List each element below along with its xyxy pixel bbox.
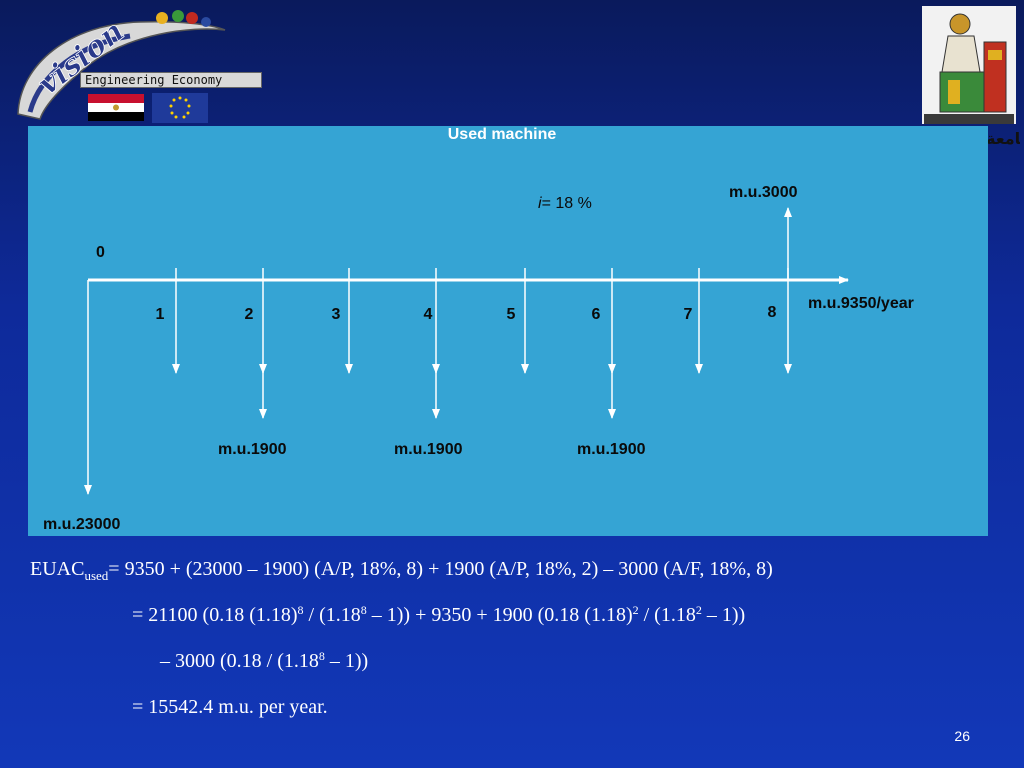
interest-value: = 18 % bbox=[542, 195, 592, 212]
euac-equations: EUACused= 9350 + (23000 – 1900) (A/P, 18… bbox=[0, 548, 1024, 728]
equation-line-2-exp-b: 8 bbox=[360, 603, 367, 617]
equation-line-2-part-c: – 1)) + 9350 + 1900 (0.18 (1.18) bbox=[366, 604, 633, 626]
equation-line-2-part-e: – 1)) bbox=[701, 604, 746, 626]
year-label-5: 5 bbox=[507, 306, 516, 323]
equation-line-2-exp-c: 2 bbox=[632, 603, 639, 617]
equation-line-3-part-b: – 1)) bbox=[324, 650, 369, 672]
equation-line-3-exp-a: 8 bbox=[318, 649, 325, 663]
overhaul-label-3: m.u.1900 bbox=[577, 441, 646, 458]
equation-line-2-exp-d: 2 bbox=[695, 603, 702, 617]
year-label-6: 6 bbox=[592, 306, 601, 323]
salvage-label: m.u.3000 bbox=[729, 184, 798, 201]
overhaul-arrows bbox=[259, 372, 616, 419]
equation-line-2: = 21100 (0.18 (1.18)8 / (1.188 – 1)) + 9… bbox=[132, 604, 745, 627]
vision-logo: vision Engineering Economy bbox=[10, 4, 262, 124]
cash-flow-diagram: Used machine i= 18 % 0 m.u.23000 m.u.190… bbox=[43, 126, 914, 533]
year-label-3: 3 bbox=[332, 306, 341, 323]
annual-cost-label: m.u.9350/year bbox=[808, 295, 914, 312]
equation-line-3-part-a: – 3000 (0.18 / (1.18 bbox=[160, 650, 319, 672]
euac-symbol: EUAC bbox=[30, 558, 85, 580]
arabic-decor-text: جامعة bbox=[986, 129, 1020, 148]
flags-graphic bbox=[88, 93, 208, 123]
annual-cost-arrows bbox=[172, 268, 792, 374]
diagram-title: Used machine bbox=[448, 126, 557, 143]
interest-symbol: i bbox=[538, 195, 542, 212]
year-label-2: 2 bbox=[245, 306, 254, 323]
overhaul-label-2: m.u.1900 bbox=[394, 441, 463, 458]
year-labels: 1 2 3 4 5 6 7 8 bbox=[156, 304, 777, 323]
year-label-1: 1 bbox=[156, 306, 165, 323]
cash-flow-diagram-panel: Used machine i= 18 % 0 m.u.23000 m.u.190… bbox=[28, 126, 988, 536]
logo-subtitle: Engineering Economy bbox=[80, 72, 262, 88]
pharaonic-figure-logo: جامعة bbox=[922, 6, 1020, 148]
equation-line-3: – 3000 (0.18 / (1.188 – 1)) bbox=[160, 650, 368, 673]
slide-number: 26 bbox=[954, 728, 970, 744]
year-label-8: 8 bbox=[768, 304, 777, 321]
time-zero-label: 0 bbox=[96, 244, 105, 261]
equation-line-2-part-b: / (1.18 bbox=[303, 604, 361, 626]
equation-line-4: = 15542.4 m.u. per year. bbox=[132, 696, 328, 718]
year-label-4: 4 bbox=[424, 306, 433, 323]
slide-header: vision Engineering Economy جامعة bbox=[0, 0, 1024, 148]
initial-cost-label: m.u.23000 bbox=[43, 516, 120, 533]
overhaul-label-1: m.u.1900 bbox=[218, 441, 287, 458]
equation-line-1: EUACused= 9350 + (23000 – 1900) (A/P, 18… bbox=[30, 558, 773, 583]
egypt-flag-red bbox=[88, 94, 144, 103]
equation-line-2-part-d: / (1.18 bbox=[638, 604, 696, 626]
equation-line-2-exp-a: 8 bbox=[297, 603, 304, 617]
equation-line-2-part-a: = 21100 (0.18 (1.18) bbox=[132, 604, 298, 626]
interest-rate-label: i= 18 % bbox=[538, 195, 592, 212]
euac-subscript: used bbox=[84, 568, 109, 583]
equation-line-1-rhs: = 9350 + (23000 – 1900) (A/P, 18%, 8) + … bbox=[108, 558, 773, 580]
year-label-7: 7 bbox=[684, 306, 693, 323]
